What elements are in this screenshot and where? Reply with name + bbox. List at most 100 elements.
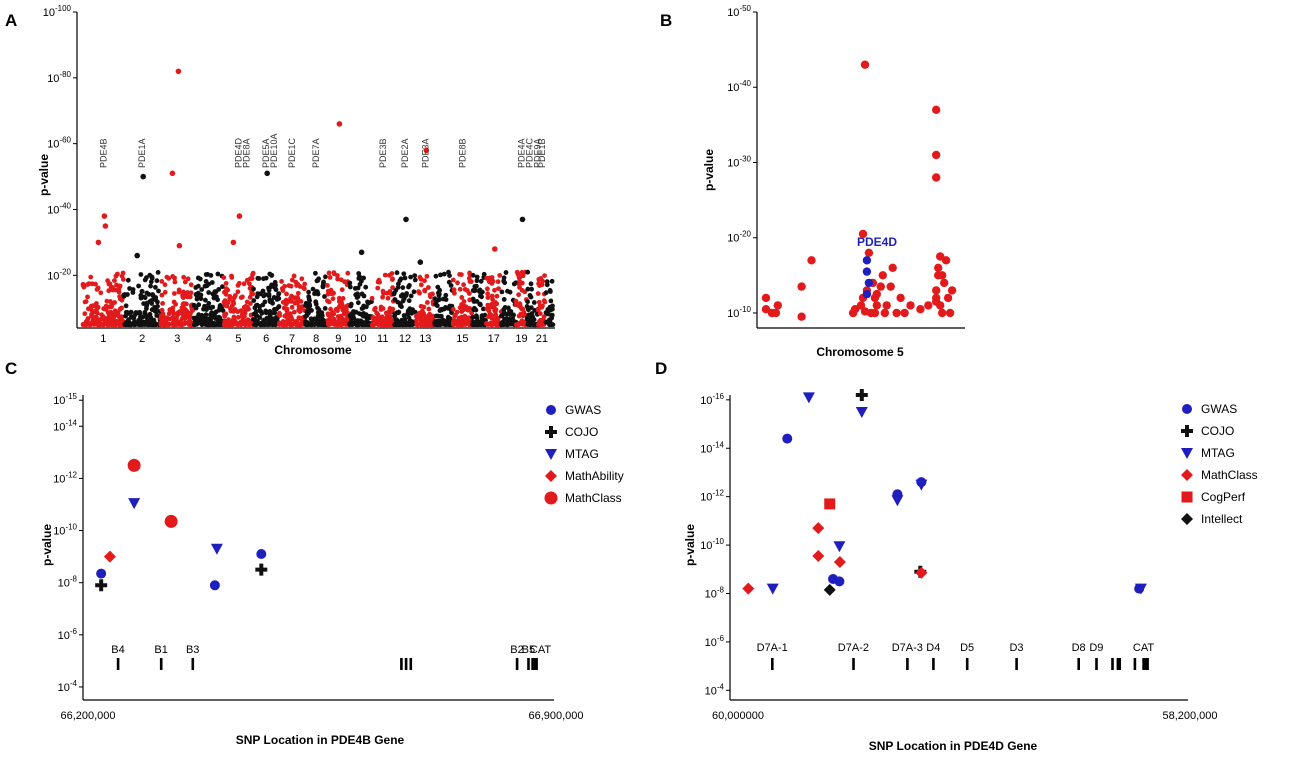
red-point <box>886 282 895 291</box>
snp-point <box>333 307 339 312</box>
snp-point <box>230 299 236 305</box>
snp-point <box>292 296 298 301</box>
exon-label: D4 <box>926 642 940 654</box>
snp-point <box>173 301 179 307</box>
snp-point <box>490 278 496 284</box>
snp-point <box>106 288 112 294</box>
snp-point <box>308 316 314 322</box>
y-axis-title: p-value <box>40 524 54 566</box>
snp-point <box>425 300 430 305</box>
snp-point <box>85 294 90 300</box>
highlight-snp-point <box>492 246 498 252</box>
gene-label: PDE4A <box>517 138 527 168</box>
mtag-point <box>1134 583 1147 595</box>
snp-point <box>195 275 201 281</box>
snp-point <box>499 289 505 295</box>
snp-point <box>501 275 507 281</box>
exon-label: D9 <box>1089 642 1103 654</box>
snp-point <box>427 311 432 317</box>
snp-point <box>328 306 333 312</box>
snp-point <box>448 283 454 288</box>
highlight-snp-point <box>236 213 243 219</box>
snp-point <box>450 277 456 283</box>
snp-point <box>117 322 123 328</box>
snp-point <box>113 312 119 318</box>
snp-point <box>473 307 479 313</box>
snp-point <box>265 322 270 328</box>
snp-point <box>104 322 110 328</box>
snp-point <box>545 307 551 312</box>
snp-point <box>164 274 170 280</box>
x-tick-label: 21 <box>536 333 548 345</box>
snp-point <box>467 270 472 276</box>
snp-point <box>330 311 336 316</box>
snp-point <box>313 270 318 276</box>
y-tick-label: 10-4 <box>705 682 725 697</box>
snp-point <box>212 312 217 318</box>
gwas-point <box>96 568 107 579</box>
gene-label: PDE4D <box>233 137 243 168</box>
snp-point <box>115 271 120 277</box>
snp-point <box>224 303 230 309</box>
snp-point <box>525 299 530 305</box>
snp-point <box>340 307 346 313</box>
snp-point <box>530 322 536 328</box>
snp-point <box>156 288 161 294</box>
red-point <box>888 263 897 272</box>
snp-point <box>98 317 104 322</box>
snp-point <box>297 309 303 314</box>
snp-point <box>421 304 427 310</box>
snp-point <box>494 293 500 299</box>
snp-point <box>481 306 486 312</box>
snp-point <box>340 296 346 301</box>
snp-point <box>494 301 500 307</box>
y-tick-label: 10-50 <box>727 4 751 19</box>
snp-point <box>331 271 337 277</box>
snp-point <box>146 292 152 297</box>
legend-cogperf-label: CogPerf <box>1201 490 1246 504</box>
snp-point <box>546 317 552 323</box>
snp-point <box>286 283 292 288</box>
snp-point <box>210 291 216 297</box>
exon-marker <box>531 658 534 670</box>
snp-point <box>539 304 545 310</box>
blue-point <box>864 278 874 288</box>
snp-point <box>229 303 235 309</box>
snp-point <box>154 313 160 318</box>
gene-label: PDE2A <box>400 138 410 168</box>
mtag-point <box>128 498 141 510</box>
snp-point <box>270 322 275 328</box>
highlight-snp-point <box>175 68 182 75</box>
snp-point <box>145 322 151 328</box>
snp-point <box>441 271 447 277</box>
snp-point <box>359 291 365 297</box>
snp-point <box>443 292 449 298</box>
exon-marker <box>1111 658 1114 670</box>
exon-marker <box>527 658 530 670</box>
snp-point <box>253 303 259 308</box>
y-tick-label: 10-6 <box>705 634 725 649</box>
snp-point <box>88 274 94 280</box>
snp-point <box>440 321 445 327</box>
legend-intellect-label: Intellect <box>1201 512 1243 526</box>
snp-point <box>524 304 530 309</box>
snp-point <box>326 312 331 318</box>
snp-point <box>360 322 366 327</box>
snp-point <box>494 317 499 322</box>
snp-point <box>196 312 202 318</box>
snp-point <box>223 281 229 286</box>
snp-point <box>404 291 409 296</box>
snp-point <box>459 295 465 300</box>
snp-point <box>212 321 218 327</box>
snp-point <box>289 293 294 299</box>
snp-point <box>89 313 95 318</box>
snp-point <box>279 279 284 284</box>
snp-point <box>175 312 181 318</box>
snp-point <box>227 296 233 302</box>
snp-point <box>524 315 530 320</box>
legend-mtag-marker <box>545 449 557 460</box>
snp-point <box>259 310 265 316</box>
snp-point <box>126 317 131 323</box>
highlight-snp-point <box>176 242 183 249</box>
snp-point <box>198 296 204 302</box>
